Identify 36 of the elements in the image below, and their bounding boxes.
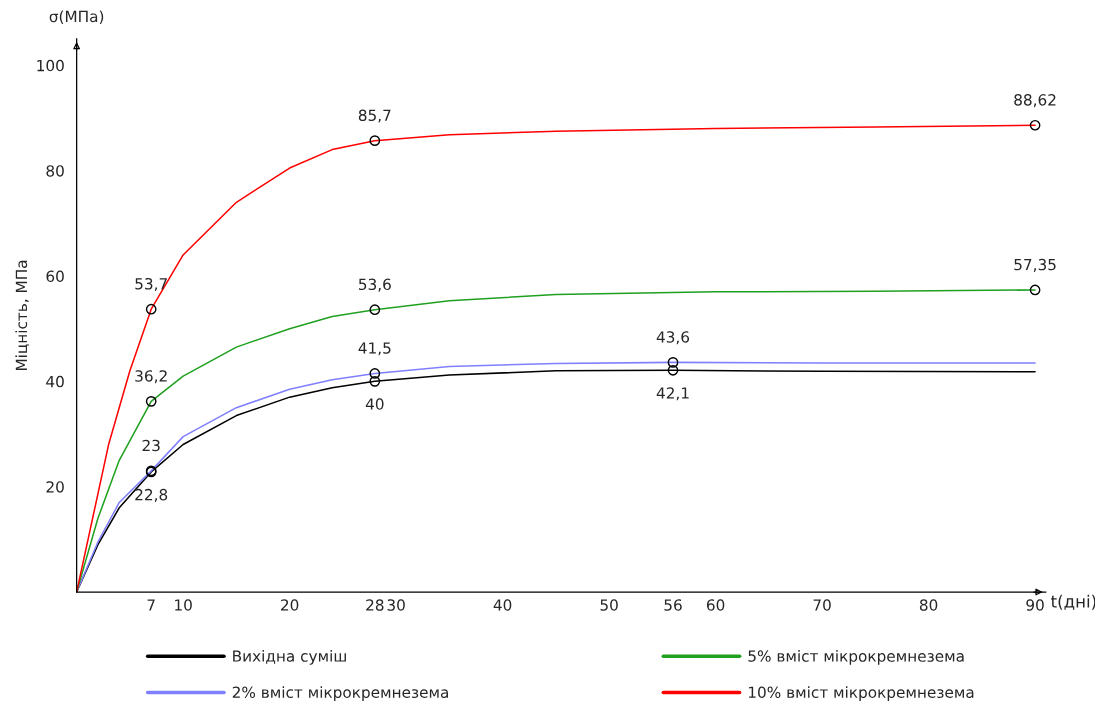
x-tick-label: 80 [919, 599, 938, 611]
legend-label: 5% вміст мікрокремнезема [748, 650, 964, 665]
y-tick-label: 80 [46, 165, 64, 177]
y-tick-label: 100 [37, 59, 64, 72]
x-tick-label: 60 [706, 599, 725, 611]
data-label: 42,1 [656, 387, 689, 401]
x-tick-label: 30 [387, 599, 405, 611]
x-tick-label: 90 [1026, 599, 1044, 611]
legend-label: 10% вміст мікрокремнезема [748, 686, 974, 701]
x-axis-title: t(дні) [1051, 594, 1095, 610]
legend-label: Вихідна суміш [233, 650, 346, 665]
y-tick-label: 60 [46, 270, 64, 283]
data-label: 88,62 [1014, 94, 1056, 108]
data-label: 57,35 [1014, 258, 1056, 272]
x-tick-label: 40 [493, 599, 512, 611]
data-label: 22,8 [135, 488, 168, 502]
data-label: 23 [142, 439, 160, 452]
data-label: 53,7 [135, 278, 167, 292]
x-tick-label: 7 [147, 599, 155, 611]
x-tick-label: 70 [813, 599, 831, 611]
x-tick-label: 56 [664, 599, 682, 611]
y-axis-title: Міцність, МПа [15, 260, 30, 371]
data-label: 40 [365, 398, 384, 410]
y-tick-label: 40 [46, 375, 64, 388]
x-tick-label: 28 [366, 599, 384, 611]
x-tick-label: 50 [600, 599, 618, 611]
data-label: 53,6 [359, 278, 391, 292]
data-label: 85,7 [358, 109, 391, 123]
legend-label: 2% вміст мікрокремнезема [232, 686, 448, 701]
x-tick-label: 10 [175, 599, 192, 611]
data-label: 41,5 [358, 342, 391, 356]
data-label: 36,2 [135, 370, 167, 384]
data-label: 43,6 [656, 331, 690, 345]
x-tick-label: 20 [281, 599, 299, 611]
text: σ(МПа) [49, 10, 104, 25]
y-tick-label: 20 [46, 481, 64, 493]
